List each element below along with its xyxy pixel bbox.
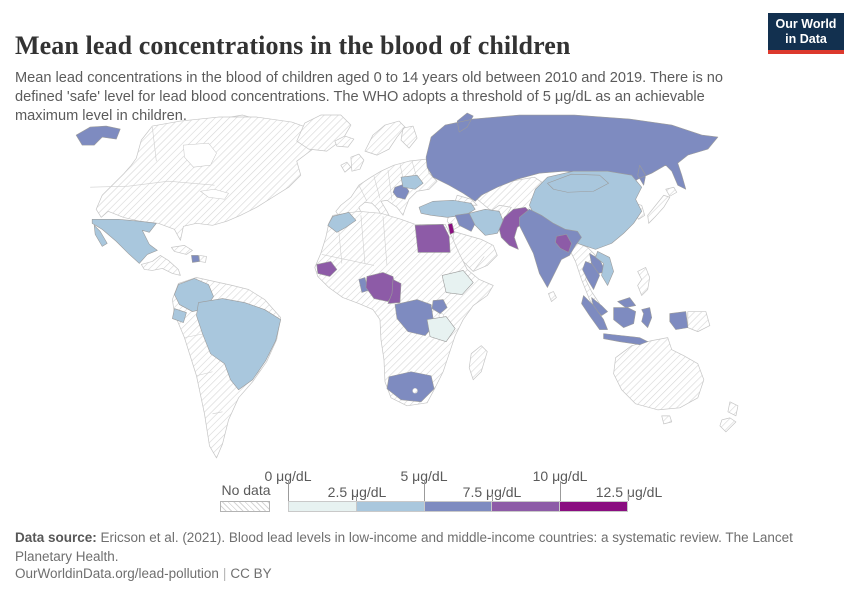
country-india[interactable] [519,208,582,288]
legend-tick-label-0: 0 μg/dL [264,468,312,484]
region-australia-no-data[interactable] [613,337,705,425]
country-uganda[interactable] [431,299,448,314]
legend-tick-mark [424,481,425,501]
country-turkey[interactable] [418,199,476,218]
country-brazil[interactable] [196,298,281,391]
country-romania[interactable] [400,174,424,190]
region-dominican-republic-no-data[interactable] [199,255,207,263]
region-iceland-no-data[interactable] [334,135,355,148]
legend-tick-mark [356,494,357,501]
legend-tick-label-2-5: 2.5 μg/dL [327,484,387,500]
country-iraq[interactable] [454,213,476,232]
country-indonesia[interactable] [581,295,689,345]
region-papua-new-guinea-no-data[interactable] [687,311,711,332]
country-haiti[interactable] [191,255,200,263]
region-philippines-no-data[interactable] [637,267,651,296]
country-iran[interactable] [468,208,504,236]
legend-bin-4[interactable] [560,501,628,512]
owid-logo-line2: in Data [785,31,827,46]
country-ethiopia[interactable] [441,270,474,295]
country-mexico[interactable] [91,219,158,264]
legend-no-data-swatch[interactable] [220,501,270,512]
region-cuba-no-data[interactable] [171,245,193,255]
country-morocco[interactable] [327,211,357,233]
footer-license: OurWorldinData.org/lead-pollution | CC BY [15,566,272,581]
country-tanzania[interactable] [426,316,456,342]
footer-link[interactable]: OurWorldinData.org/lead-pollution [15,566,219,581]
page-title: Mean lead concentrations in the blood of… [15,31,571,61]
country-russia[interactable] [75,112,719,202]
region-lesotho-no-data[interactable] [412,388,418,394]
hudson-bay [183,142,217,168]
legend-tick-mark [560,481,561,501]
country-ecuador[interactable] [172,308,187,323]
country-south-africa[interactable] [386,371,435,403]
world-choropleth-map[interactable] [28,112,760,460]
legend-tick-label-5: 5 μg/dL [400,468,448,484]
country-bangladesh[interactable] [555,234,572,253]
region-madagascar-no-data[interactable] [468,345,488,381]
region-europe-no-data[interactable] [335,158,438,224]
legend-bin-2[interactable] [424,501,493,512]
legend-tick-mark [492,494,493,501]
legend-no-data-label: No data [221,482,271,498]
legend-tick-mark [288,481,289,501]
legend-color-bar[interactable] [288,501,628,512]
great-lakes [199,188,229,200]
footer-cc-by[interactable]: CC BY [230,566,272,581]
region-central-america-no-data[interactable] [140,255,181,276]
footer-source: Data source: Ericson et al. (2021). Bloo… [15,529,837,566]
legend-bin-0[interactable] [288,501,357,512]
internal-borders [90,127,485,415]
owid-logo[interactable]: Our World in Data [768,13,844,54]
legend-bin-1[interactable] [356,501,425,512]
country-egypt[interactable] [414,224,451,253]
region-uk-no-data[interactable] [340,153,365,173]
chart-subtitle: Mean lead concentrations in the blood of… [15,69,724,125]
legend-tick-label-7-5: 7.5 μg/dL [462,484,522,500]
region-sri-lanka-no-data[interactable] [548,291,557,302]
legend-tick-mark [628,494,629,501]
country-cameroon[interactable] [387,279,402,304]
footer-source-text: Ericson et al. (2021). Blood lead levels… [15,530,793,564]
footer-separator: | [222,566,227,581]
legend-tick-label-12-5: 12.5 μg/dL [595,484,663,500]
region-japan-no-data[interactable] [647,186,678,224]
legend-tick-label-10: 10 μg/dL [532,468,588,484]
footer-source-label: Data source: [15,530,97,545]
country-mongolia[interactable] [547,173,609,193]
region-new-zealand-no-data[interactable] [719,401,739,433]
country-vietnam[interactable] [595,251,614,286]
country-palestine[interactable] [447,223,455,235]
region-scandinavia-no-data[interactable] [364,120,418,156]
owid-logo-line1: Our World [775,17,837,32]
legend-bin-3[interactable] [492,501,561,512]
region-north-america-no-data[interactable] [95,116,321,241]
country-senegal[interactable] [316,261,338,277]
